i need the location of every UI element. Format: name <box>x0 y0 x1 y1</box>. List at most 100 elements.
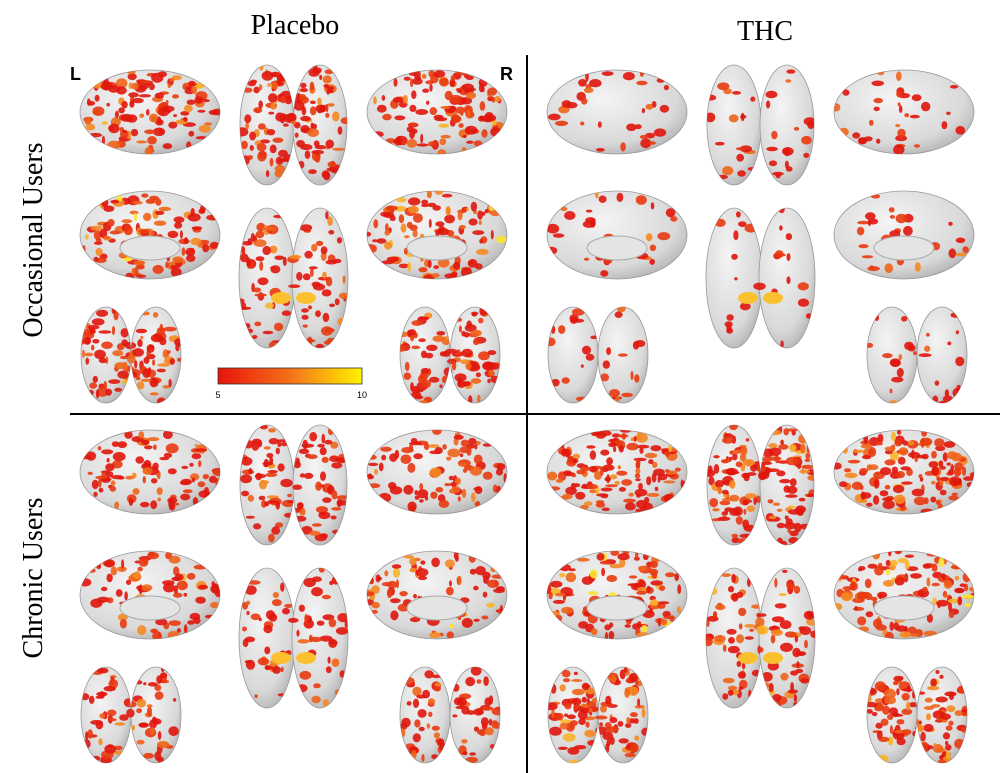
activation-blob <box>553 233 564 237</box>
subcortical-activation <box>271 292 291 304</box>
activation-blob <box>301 88 308 92</box>
activation-blob <box>674 573 679 581</box>
activation-blob <box>962 595 974 599</box>
activation-blob <box>387 257 399 263</box>
activation-blob <box>380 212 390 217</box>
activation-blob <box>296 140 305 147</box>
activation-blob <box>900 631 912 637</box>
activation-blob <box>857 616 866 625</box>
activation-blob <box>625 502 636 510</box>
activation-blob <box>757 613 766 617</box>
activation-blob <box>788 537 798 544</box>
activation-blob <box>187 100 196 105</box>
activation-blob <box>337 237 342 243</box>
activation-blob <box>258 123 266 130</box>
activation-blob <box>415 109 428 115</box>
activation-blob <box>121 339 128 346</box>
activation-blob <box>268 470 278 473</box>
activation-blob <box>323 75 332 83</box>
activation-blob <box>150 500 157 509</box>
activation-blob <box>87 729 93 739</box>
activation-blob <box>101 342 113 349</box>
activation-blob <box>156 675 162 684</box>
activation-blob <box>457 576 461 586</box>
activation-blob <box>461 268 472 278</box>
activation-blob <box>314 68 321 72</box>
activation-blob <box>426 101 429 105</box>
activation-blob <box>866 503 873 507</box>
activation-blob <box>578 710 588 719</box>
activation-blob <box>173 114 177 117</box>
activation-blob <box>289 255 301 259</box>
activation-blob <box>642 708 646 718</box>
activation-blob <box>950 464 954 472</box>
activation-blob <box>902 688 913 691</box>
activation-blob <box>961 727 969 732</box>
activation-blob <box>459 325 462 332</box>
activation-blob <box>890 622 895 631</box>
activation-blob <box>143 682 146 685</box>
activation-blob <box>831 603 842 610</box>
activation-blob <box>298 161 304 169</box>
activation-blob <box>439 384 442 388</box>
activation-blob <box>388 482 396 489</box>
activation-blob <box>908 441 914 446</box>
activation-blob <box>920 477 924 482</box>
activation-blob <box>901 481 913 484</box>
activation-blob <box>666 208 676 217</box>
activation-blob <box>658 618 661 626</box>
activation-blob <box>548 486 560 490</box>
activation-blob <box>741 446 748 456</box>
activation-blob <box>170 358 175 364</box>
activation-blob <box>467 110 471 119</box>
activation-blob <box>636 195 647 205</box>
activation-blob <box>184 105 193 112</box>
activation-blob <box>430 468 442 478</box>
activation-blob <box>151 334 163 342</box>
activation-blob <box>630 712 638 717</box>
activation-blob <box>603 360 610 368</box>
activation-blob <box>404 77 411 81</box>
activation-blob <box>468 395 472 404</box>
activation-blob <box>589 79 602 87</box>
activation-blob <box>447 631 454 638</box>
activation-blob <box>404 372 412 380</box>
activation-blob <box>131 372 137 378</box>
activation-blob <box>803 153 809 158</box>
activation-blob <box>296 630 299 637</box>
activation-blob <box>310 106 317 115</box>
activation-blob <box>86 358 90 365</box>
activation-blob <box>315 482 322 491</box>
activation-blob <box>853 450 865 453</box>
brain <box>703 568 818 708</box>
activation-blob <box>141 584 152 591</box>
activation-blob <box>457 381 466 388</box>
brain <box>704 422 819 547</box>
activation-blob <box>399 591 407 596</box>
activation-blob <box>893 485 904 493</box>
activation-blob <box>410 78 413 87</box>
activation-blob <box>117 476 124 479</box>
activation-blob <box>241 491 249 497</box>
activation-blob <box>104 85 109 90</box>
activation-blob <box>910 573 922 579</box>
activation-blob <box>785 494 798 498</box>
activation-blob <box>412 750 417 759</box>
activation-blob <box>619 445 624 452</box>
activation-blob <box>398 332 409 337</box>
activation-blob <box>927 686 939 690</box>
activation-blob <box>432 427 442 435</box>
activation-blob <box>895 577 905 586</box>
activation-blob <box>891 432 896 441</box>
activation-blob <box>768 499 774 503</box>
activation-blob <box>623 72 635 80</box>
activation-blob <box>165 262 169 269</box>
activation-blob <box>291 121 297 125</box>
activation-blob <box>259 480 267 490</box>
activation-blob <box>132 201 142 205</box>
activation-blob <box>331 462 342 468</box>
activation-blob <box>634 458 647 461</box>
activation-blob <box>483 472 493 480</box>
activation-blob <box>323 488 326 492</box>
activation-blob <box>646 104 654 110</box>
